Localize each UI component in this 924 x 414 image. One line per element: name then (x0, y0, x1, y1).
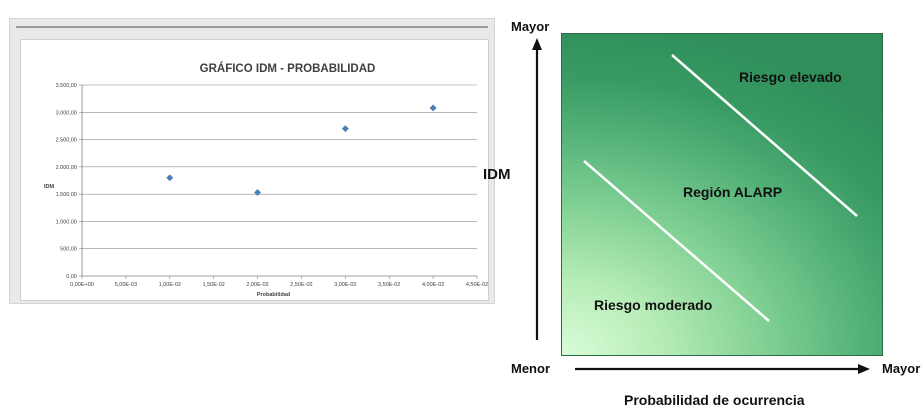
scatter-chart: GRÁFICO IDM - PROBABILIDAD 0,00 500,00 1.00… (44, 62, 488, 298)
y-tick-label: 2.000,00 (56, 165, 77, 171)
x-tick-label: 4,00E-02 (422, 282, 444, 288)
chart-title: GRÁFICO IDM - PROBABILIDAD (200, 62, 376, 75)
x-tick-label: 3,00E-02 (334, 282, 356, 288)
region-label-alarp: Región ALARP (683, 184, 783, 200)
y-tick-label: 0,00 (66, 274, 77, 280)
region-label-high: Riesgo elevado (739, 69, 842, 85)
x-tick-label: 1,00E-02 (159, 282, 181, 288)
lower-tolerability-line (583, 160, 770, 322)
x-tick-label: 0,00E+00 (70, 282, 94, 288)
y-tick-label: 2.500,00 (56, 138, 77, 144)
data-point (254, 189, 262, 196)
y-axis-name: IDM (483, 166, 511, 183)
x-tick-label: 2,50E-02 (290, 282, 312, 288)
x-axis-name: Probabilidad de ocurrencia (624, 392, 805, 408)
y-axis-low-label: Menor (511, 361, 550, 376)
y-axis-title: IDM (44, 184, 55, 190)
y-tick-label: 500,00 (60, 247, 77, 253)
x-axis-title: Probabilidad (257, 292, 290, 298)
x-tick-label: 3,50E-02 (378, 282, 400, 288)
y-tick-label: 3.500,00 (56, 83, 77, 89)
chart-area: GRÁFICO IDM - PROBABILIDAD 0,00 500,00 1.00… (20, 39, 489, 301)
x-tick-label: 5,00E-03 (115, 282, 137, 288)
data-point (341, 125, 349, 133)
x-axis-high-label: Mayor (882, 361, 921, 376)
data-point (429, 104, 437, 112)
y-tick-label: 1.500,00 (56, 192, 77, 198)
upper-tolerability-line (671, 54, 858, 217)
y-axis-arrow (532, 38, 542, 340)
y-tick-label: 3.000,00 (56, 110, 77, 116)
x-tick-label: 1,50E-02 (203, 282, 225, 288)
chart-panel: GRÁFICO IDM - PROBABILIDAD 0,00 500,00 1.00… (9, 18, 495, 304)
panel-top-rule (16, 26, 488, 28)
region-label-low: Riesgo moderado (594, 297, 713, 313)
x-tick-label: 2,00E-02 (246, 282, 268, 288)
x-tick-label: 4,50E-02 (466, 282, 488, 288)
y-tick-label: 1.000,00 (56, 219, 77, 225)
risk-region-box: Riesgo elevado Región ALARP Riesgo moder… (561, 33, 883, 356)
y-axis-high-label: Mayor (511, 19, 550, 34)
x-axis-arrow (575, 364, 870, 374)
data-point (166, 174, 174, 182)
risk-boundaries (583, 54, 858, 322)
